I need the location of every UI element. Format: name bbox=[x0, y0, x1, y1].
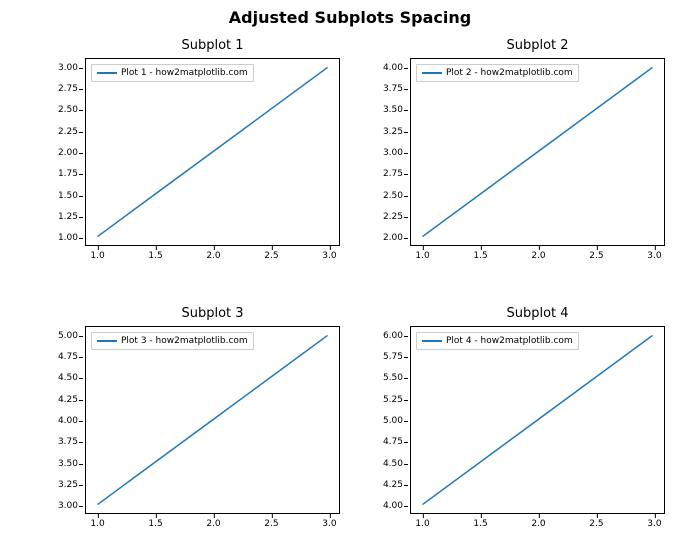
figure: Adjusted Subplots Spacing Subplot 11.001… bbox=[0, 0, 700, 560]
y-tick-label: 2.25 bbox=[58, 127, 78, 137]
y-tick-label: 3.25 bbox=[58, 480, 78, 490]
y-tick-label: 2.75 bbox=[58, 84, 78, 94]
x-tick-label: 2.5 bbox=[264, 519, 278, 529]
x-tick-label: 2.0 bbox=[206, 519, 220, 529]
y-tick-label: 1.75 bbox=[58, 169, 78, 179]
y-tick-label: 1.50 bbox=[58, 191, 78, 201]
x-tick-label: 1.0 bbox=[90, 251, 104, 261]
y-tick-label: 3.75 bbox=[383, 84, 403, 94]
x-tick-label: 2.0 bbox=[206, 251, 220, 261]
subplot-2: Subplot 22.002.252.502.753.003.253.503.7… bbox=[410, 58, 665, 246]
y-tick-label: 3.25 bbox=[383, 127, 403, 137]
y-tick-label: 3.50 bbox=[58, 459, 78, 469]
legend-line-icon bbox=[97, 340, 117, 342]
subplot-4-line bbox=[411, 327, 664, 513]
figure-suptitle: Adjusted Subplots Spacing bbox=[0, 8, 700, 27]
x-tick-label: 3.0 bbox=[322, 251, 336, 261]
y-tick-label: 3.00 bbox=[58, 63, 78, 73]
subplot-3-axes: 3.003.253.503.754.004.254.504.755.001.01… bbox=[85, 326, 340, 514]
y-tick-label: 3.00 bbox=[383, 148, 403, 158]
subplot-4-axes: 4.004.254.504.755.005.255.505.756.001.01… bbox=[410, 326, 665, 514]
subplot-2-axes: 2.002.252.502.753.003.253.503.754.001.01… bbox=[410, 58, 665, 246]
legend-label: Plot 3 - how2matplotlib.com bbox=[121, 336, 248, 346]
y-tick-label: 3.75 bbox=[58, 437, 78, 447]
subplot-3-title: Subplot 3 bbox=[85, 306, 340, 321]
y-tick-label: 2.00 bbox=[383, 233, 403, 243]
y-tick-label: 6.00 bbox=[383, 331, 403, 341]
x-tick-label: 2.0 bbox=[531, 519, 545, 529]
y-tick-label: 2.75 bbox=[383, 169, 403, 179]
legend-label: Plot 1 - how2matplotlib.com bbox=[121, 68, 248, 78]
y-tick-label: 2.00 bbox=[58, 148, 78, 158]
x-tick-label: 3.0 bbox=[322, 519, 336, 529]
y-tick-label: 4.50 bbox=[58, 373, 78, 383]
y-tick-label: 3.50 bbox=[383, 105, 403, 115]
y-tick-label: 4.00 bbox=[58, 416, 78, 426]
y-tick-label: 2.50 bbox=[58, 105, 78, 115]
legend-label: Plot 2 - how2matplotlib.com bbox=[446, 68, 573, 78]
subplot-3: Subplot 33.003.253.503.754.004.254.504.7… bbox=[85, 326, 340, 514]
y-tick-label: 5.75 bbox=[383, 352, 403, 362]
subplot-4-title: Subplot 4 bbox=[410, 306, 665, 321]
x-tick-label: 1.0 bbox=[415, 251, 429, 261]
legend-label: Plot 4 - how2matplotlib.com bbox=[446, 336, 573, 346]
y-tick-label: 2.50 bbox=[383, 191, 403, 201]
y-tick-label: 5.50 bbox=[383, 373, 403, 383]
y-tick-label: 1.00 bbox=[58, 233, 78, 243]
legend-line-icon bbox=[422, 72, 442, 74]
y-tick-label: 2.25 bbox=[383, 212, 403, 222]
y-tick-label: 4.25 bbox=[383, 480, 403, 490]
x-tick-label: 2.0 bbox=[531, 251, 545, 261]
x-tick-label: 1.5 bbox=[473, 251, 487, 261]
y-tick-label: 1.25 bbox=[58, 212, 78, 222]
y-tick-label: 5.25 bbox=[383, 395, 403, 405]
subplot-1-legend: Plot 1 - how2matplotlib.com bbox=[91, 64, 254, 82]
y-tick-label: 5.00 bbox=[58, 331, 78, 341]
subplot-1-axes: 1.001.251.501.752.002.252.502.753.001.01… bbox=[85, 58, 340, 246]
x-tick-label: 1.5 bbox=[473, 519, 487, 529]
subplot-2-title: Subplot 2 bbox=[410, 38, 665, 53]
y-tick-label: 4.25 bbox=[58, 395, 78, 405]
subplot-3-line bbox=[86, 327, 339, 513]
x-tick-label: 1.0 bbox=[90, 519, 104, 529]
x-tick-label: 1.5 bbox=[148, 519, 162, 529]
y-tick-label: 4.50 bbox=[383, 459, 403, 469]
subplot-4: Subplot 44.004.254.504.755.005.255.505.7… bbox=[410, 326, 665, 514]
x-tick-label: 1.0 bbox=[415, 519, 429, 529]
subplot-4-legend: Plot 4 - how2matplotlib.com bbox=[416, 332, 579, 350]
x-tick-label: 2.5 bbox=[589, 251, 603, 261]
legend-line-icon bbox=[422, 340, 442, 342]
y-tick-label: 4.75 bbox=[383, 437, 403, 447]
subplot-3-legend: Plot 3 - how2matplotlib.com bbox=[91, 332, 254, 350]
y-tick-label: 4.75 bbox=[58, 352, 78, 362]
legend-line-icon bbox=[97, 72, 117, 74]
x-tick-label: 3.0 bbox=[647, 251, 661, 261]
x-tick-label: 2.5 bbox=[589, 519, 603, 529]
subplot-2-line bbox=[411, 59, 664, 245]
x-tick-label: 1.5 bbox=[148, 251, 162, 261]
x-tick-label: 3.0 bbox=[647, 519, 661, 529]
subplot-1-line bbox=[86, 59, 339, 245]
subplot-2-legend: Plot 2 - how2matplotlib.com bbox=[416, 64, 579, 82]
y-tick-label: 5.00 bbox=[383, 416, 403, 426]
subplot-1-title: Subplot 1 bbox=[85, 38, 340, 53]
y-tick-label: 4.00 bbox=[383, 501, 403, 511]
x-tick-label: 2.5 bbox=[264, 251, 278, 261]
subplot-1: Subplot 11.001.251.501.752.002.252.502.7… bbox=[85, 58, 340, 246]
y-tick-label: 3.00 bbox=[58, 501, 78, 511]
y-tick-label: 4.00 bbox=[383, 63, 403, 73]
